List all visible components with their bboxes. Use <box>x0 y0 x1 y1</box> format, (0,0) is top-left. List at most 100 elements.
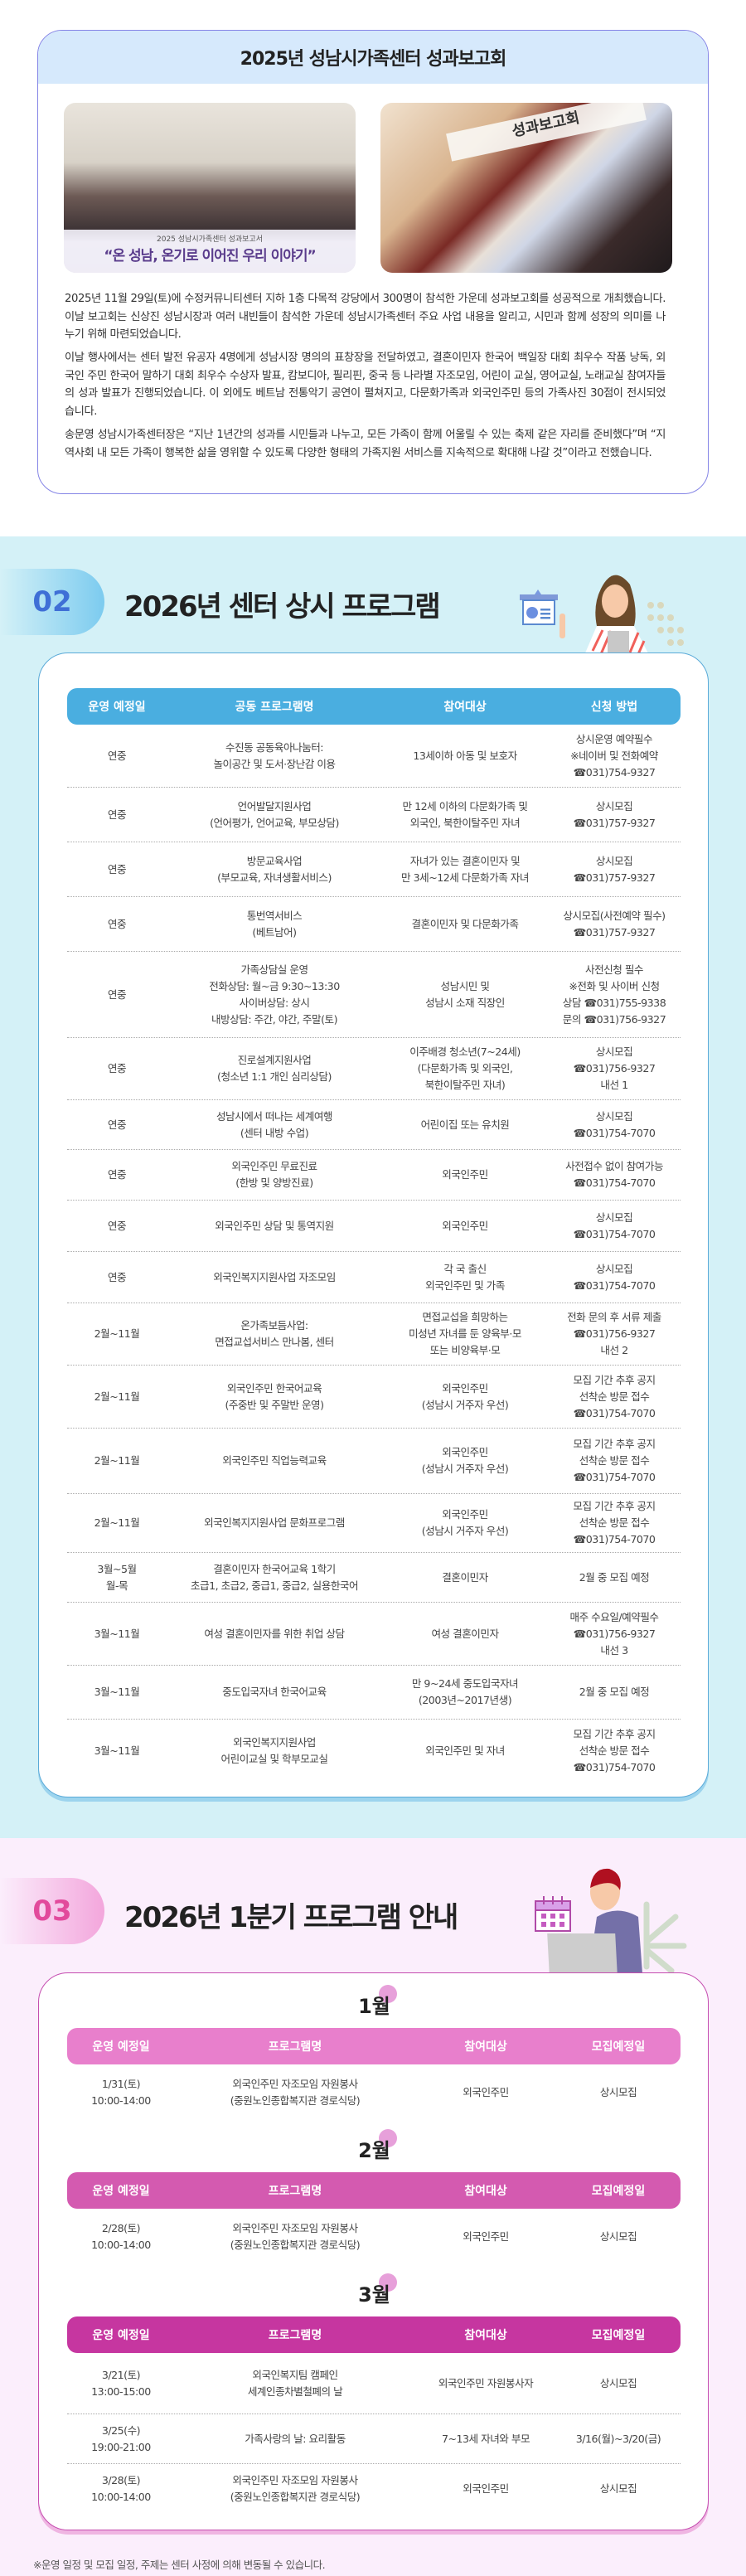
report-paragraph: 2025년 11월 29일(토)에 수정커뮤니티센터 지하 1층 다목적 강당에… <box>65 293 666 342</box>
cell-program: 외국인복지지원사업 자조모임 <box>213 1270 336 1283</box>
cell-program: 외국인주민 자조모임 자원봉사 (중원노인종합복지관 경로식당) <box>230 2078 361 2107</box>
header-program: 프로그램명 <box>268 2185 322 2198</box>
table-row: 연중 진로설계지원사업 (청소년 1:1 개인 심리상담) 이주배경 청소년(7~2… <box>67 1038 681 1100</box>
cell-program: 언어발달지원사업 (언어평가, 언어교육, 부모상담) <box>210 799 339 829</box>
table-row: 연중 성남시에서 떠나는 세계여행 (센터 내방 수업) 어린이집 또는 유치원 상시… <box>67 1100 681 1150</box>
header-program: 프로그램명 <box>268 2040 322 2054</box>
cell-method: 2월 중 모집 예정 <box>579 1686 650 1698</box>
table-row: 연중 통번역서비스 (베트남어) 결혼이민자 및 다문화가족 상시모집(사전예약 필수… <box>67 897 681 952</box>
cell-method: 매주 수요일/예약필수 ☎031)756-9327 내선 3 <box>569 1610 659 1657</box>
cell-target: 7~13세 자녀와 부모 <box>441 2432 530 2445</box>
cell-date: 1/31(토) 10:00-14:00 <box>91 2078 151 2107</box>
cell-date: 연중 <box>107 1168 127 1181</box>
cell-program: 여성 결혼이민자를 위한 취업 상담 <box>204 1627 345 1640</box>
section-title: 2026년 1분기 프로그램 안내 <box>124 1901 458 1934</box>
table-row: 연중 외국인주민 무료진료 (한방 및 양방진료) 외국인주민 사전접수 없이 참여가… <box>67 1150 681 1201</box>
man-with-laptop-illustration <box>547 1868 687 1973</box>
table-row: 2월~11월 외국인주민 직업능력교육 외국인주민 (성남시 거주자 우선) 모집 기… <box>67 1429 681 1494</box>
cell-method: 상시모집(사전예약 필수) ☎031)757-9327 <box>563 909 666 939</box>
banner-subtitle: 2025 성남시가족센터 성과보고서 <box>157 235 263 244</box>
cell-target: 결혼이민자 <box>442 1570 488 1584</box>
section-q1-programs: 03 2026년 1분기 프로그램 안내 1월 운영 예정일 프로그램명 참여대상 모집… <box>0 1838 746 2576</box>
cell-date: 연중 <box>107 1270 127 1283</box>
table-row: 3/21(토) 13:00-15:00 외국인복지팀 캠페인 세계인종차별철폐의 … <box>67 2353 681 2414</box>
cell-date: 연중 <box>107 1219 127 1232</box>
cell-date: 연중 <box>107 862 127 876</box>
cell-program: 외국인복지팀 캠페인 세계인종차별철폐의 날 <box>247 2368 343 2398</box>
header-program: 공동 프로그램명 <box>235 701 314 714</box>
cell-method: 2월 중 모집 예정 <box>579 1570 650 1584</box>
cell-date: 연중 <box>107 1062 127 1075</box>
cell-target: 각 국 출신 외국인주민 및 가족 <box>425 1262 505 1292</box>
q1-programs-card: 1월 운영 예정일 프로그램명 참여대상 모집예정일 1/31(토) 10:00-14:0… <box>38 1972 709 2530</box>
month-table: 1/31(토) 10:00-14:00 외국인주민 자조모임 자원봉사 (중원노인… <box>67 2064 681 2121</box>
cell-date: 3/28(토) 10:00-14:00 <box>91 2474 151 2503</box>
header-target: 참여대상 <box>464 2185 507 2198</box>
header-recruit: 모집예정일 <box>591 2040 646 2054</box>
section-number-badge: 02 <box>0 569 104 635</box>
report-card: 2025년 성남시가족센터 성과보고회 2025 성남시가족센터 성과보고서 “… <box>37 30 709 494</box>
month-label: 1월 <box>358 1995 390 2018</box>
cell-program: 결혼이민자 한국어교육 1학기 초급1, 초급2, 중급1, 중급2, 실용한국… <box>190 1562 359 1592</box>
woman-illustration <box>560 575 684 655</box>
table-row: 3/25(수) 19:00-21:00 가족사랑의 날: 요리활동 7~13세 자녀… <box>67 2414 681 2464</box>
table-header: 운영 예정일 공동 프로그램명 참여대상 신청 방법 <box>67 688 681 725</box>
month-title: 2월 <box>39 2129 710 2163</box>
month-label: 2월 <box>358 2139 390 2162</box>
cell-program: 수진동 공동육아나눔터: 놀이공간 및 도서·장난감 이용 <box>213 740 336 770</box>
cell-method: 모집 기간 추후 공지 선착순 방문 접수 ☎031)754-7070 <box>573 1500 656 1545</box>
cell-date: 2/28(토) 10:00-14:00 <box>91 2222 151 2251</box>
cell-date: 2월~11월 <box>94 1516 140 1529</box>
cell-recruit: 상시모집 <box>599 2230 637 2243</box>
cell-program: 외국인주민 자조모임 자원봉사 (중원노인종합복지관 경로식당) <box>230 2474 361 2503</box>
table-row: 연중 방문교육사업 (부모교육, 자녀생활서비스) 자녀가 있는 결혼이민자 및 만… <box>67 842 681 897</box>
cell-program: 외국인주민 직업능력교육 <box>222 1454 327 1467</box>
header-recruit: 모집예정일 <box>591 2329 646 2342</box>
header-target: 참여대상 <box>443 701 487 714</box>
presentation-board-icon <box>520 589 558 625</box>
cell-target: 외국인주민 및 자녀 <box>425 1744 505 1757</box>
table-row: 3/28(토) 10:00-14:00 외국인주민 자조모임 자원봉사 (중원노인… <box>67 2464 681 2514</box>
cell-target: 이주배경 청소년(7~24세) (다문화가족 및 외국인, 북한이탈주민 자녀) <box>409 1045 521 1091</box>
table-row: 3월~11월 여성 결혼이민자를 위한 취업 상담 여성 결혼이민자 매주 수요일/예… <box>67 1603 681 1666</box>
report-photo-stage: 성과보고회 <box>380 103 672 273</box>
cell-program: 외국인주민 자조모임 자원봉사 (중원노인종합복지관 경로식당) <box>230 2222 361 2251</box>
cell-target: 외국인주민 (성남시 거주자 우선) <box>421 1508 509 1537</box>
header-date: 운영 예정일 <box>92 2329 150 2342</box>
stage-banner: 성과보고회 <box>446 103 647 162</box>
banner-title: “온 성남, 온기로 이어진 우리 이야기” <box>104 248 316 264</box>
cell-program: 온가족보듬사업: 면접교섭서비스 만나봄, 센터 <box>215 1319 334 1348</box>
cell-date: 연중 <box>107 987 127 1001</box>
cell-method: 상시모집 ☎031)754-7070 <box>573 1262 656 1292</box>
cell-date: 2월~11월 <box>94 1327 140 1340</box>
cell-recruit: 상시모집 <box>599 2482 637 2495</box>
cell-date: 연중 <box>107 917 127 930</box>
table-row: 1/31(토) 10:00-14:00 외국인주민 자조모임 자원봉사 (중원노인… <box>67 2064 681 2121</box>
cell-method: 모집 기간 추후 공지 선착순 방문 접수 ☎031)754-7070 <box>573 1727 656 1773</box>
header-recruit: 모집예정일 <box>591 2185 646 2198</box>
cell-program: 중도입국자녀 한국어교육 <box>222 1686 327 1698</box>
cell-method: 상시운영 예약필수 ※네이버 및 전화예약 ☎031)754-9327 <box>570 732 658 779</box>
month-dot-decoration <box>378 1985 397 2003</box>
regular-programs-table: 연중 수진동 공동육아나눔터: 놀이공간 및 도서·장난감 이용 13세이하 아동 … <box>67 725 681 1782</box>
report-photo-audience: 2025 성남시가족센터 성과보고서 “온 성남, 온기로 이어진 우리 이야기… <box>64 103 356 273</box>
cell-program: 방문교육사업 (부모교육, 자녀생활서비스) <box>217 854 332 884</box>
cell-date: 2월~11월 <box>94 1390 140 1403</box>
cell-target: 외국인주민 <box>463 2230 509 2243</box>
cell-target: 자녀가 있는 결혼이민자 및 만 3세~12세 다문화가족 자녀 <box>401 854 529 884</box>
cell-program: 통번역서비스 (베트남어) <box>246 909 303 939</box>
header-target: 참여대상 <box>464 2329 507 2342</box>
cell-date: 3/25(수) 19:00-21:00 <box>91 2423 151 2453</box>
calendar-icon <box>535 1896 571 1932</box>
cell-recruit: 3/16(월)~3/20(금) <box>575 2432 661 2445</box>
month-table: 3/21(토) 13:00-15:00 외국인복지팀 캠페인 세계인종차별철폐의 … <box>67 2353 681 2514</box>
section-regular-programs: 02 2026년 센터 상시 프로그램 운영 예정일 공동 프로그램명 참여대상… <box>0 536 746 1838</box>
month-title: 3월 <box>39 2273 710 2307</box>
table-row: 연중 수진동 공동육아나눔터: 놀이공간 및 도서·장난감 이용 13세이하 아동 … <box>67 725 681 788</box>
table-row: 2월~11월 온가족보듬사업: 면접교섭서비스 만나봄, 센터 면접교섭을 희망하는… <box>67 1303 681 1366</box>
header-date: 운영 예정일 <box>92 2040 150 2054</box>
section-number-badge: 03 <box>0 1878 104 1944</box>
cell-date: 3월~11월 <box>94 1686 140 1698</box>
month-dot-decoration <box>378 2273 397 2292</box>
table-row: 2월~11월 외국인주민 한국어교육 (주중반 및 주말반 운영) 외국인주민 (성… <box>67 1366 681 1429</box>
